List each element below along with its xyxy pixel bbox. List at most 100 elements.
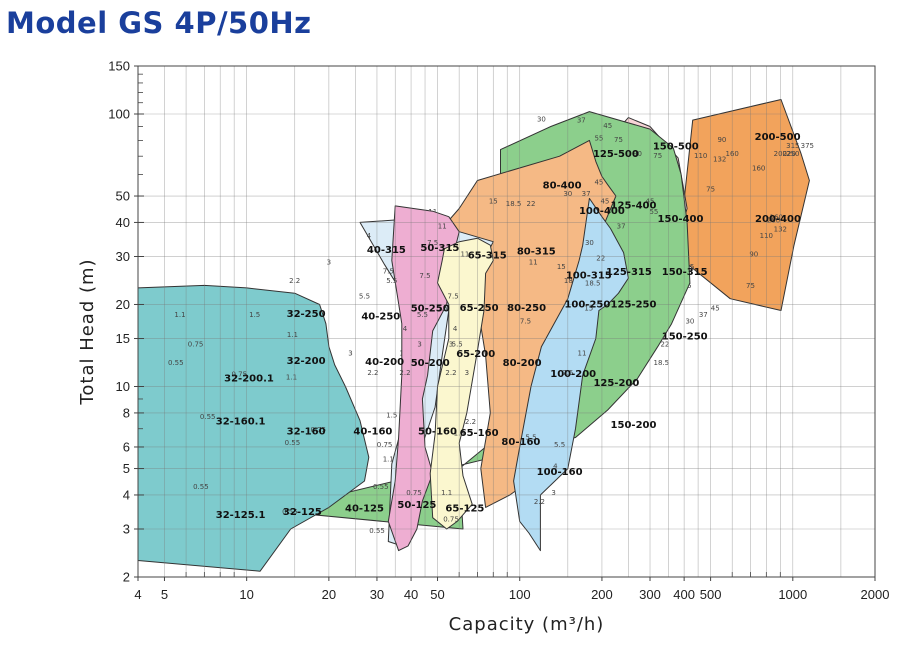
y-tick-label: 150	[108, 59, 130, 74]
model-label-50-315: 50-315	[420, 243, 459, 254]
power-label: 110	[694, 152, 707, 160]
y-tick-label: 6	[123, 439, 130, 454]
y-tick-label: 30	[116, 249, 130, 264]
power-label: 37	[699, 311, 708, 319]
power-label: 18.5	[585, 279, 601, 287]
power-label: 11	[578, 350, 587, 358]
power-label: 3	[348, 350, 352, 358]
model-label-80-200: 80-200	[503, 358, 542, 369]
power-label: 0.75	[311, 426, 327, 434]
power-label: 1.5	[249, 311, 260, 319]
x-tick-label: 500	[700, 587, 722, 602]
power-label: 7.5	[448, 293, 459, 301]
x-tick-label: 1000	[778, 587, 807, 602]
power-label: 7.5	[383, 267, 394, 275]
y-tick-label: 5	[123, 461, 130, 476]
power-label: 30	[537, 115, 546, 123]
model-label-100-200: 100-200	[550, 369, 596, 380]
power-label: 45	[603, 122, 612, 130]
model-label-32-160.1: 32-160.1	[216, 417, 266, 428]
power-label: 75	[653, 152, 662, 160]
y-tick-label: 100	[108, 106, 130, 121]
model-label-125-315: 125-315	[606, 267, 652, 278]
power-label: 160	[752, 165, 765, 173]
model-label-125-200: 125-200	[593, 378, 639, 389]
power-label: 5.5	[437, 305, 448, 313]
power-label: 22	[527, 200, 536, 208]
model-label-50-250: 50-250	[411, 304, 450, 315]
power-label: 2.2	[399, 369, 410, 377]
power-label: 3	[551, 489, 555, 497]
power-label: 0.55	[285, 439, 301, 447]
model-label-32-200.1: 32-200.1	[224, 373, 274, 384]
model-label-40-125: 40-125	[345, 503, 384, 514]
power-label: 5.5	[525, 433, 536, 441]
power-label: 0.55	[373, 483, 389, 491]
model-label-65-315: 65-315	[468, 251, 507, 262]
y-tick-label: 20	[116, 297, 130, 312]
model-label-125-400: 125-400	[611, 201, 657, 212]
model-label-50-125: 50-125	[397, 500, 436, 511]
model-label-32-200: 32-200	[287, 356, 326, 367]
power-label: 2.2	[465, 418, 476, 426]
power-label: 45	[600, 197, 609, 205]
model-label-50-160: 50-160	[418, 426, 457, 437]
x-axis-title: Capacity (m³/h)	[449, 614, 605, 635]
region-sky-8	[513, 197, 629, 552]
power-label: 55	[649, 208, 658, 216]
plot-frame	[137, 65, 876, 578]
model-label-125-250: 125-250	[611, 299, 657, 310]
x-tick-label: 400	[673, 587, 695, 602]
power-label: 4	[403, 325, 408, 333]
power-label: 3	[449, 341, 453, 349]
power-label: 1.1	[174, 311, 185, 319]
power-label: 18.5	[506, 200, 522, 208]
model-label-65-125: 65-125	[445, 503, 484, 514]
power-label: 0.75	[443, 515, 459, 523]
power-label: 30	[685, 318, 694, 326]
power-label: 0.75	[188, 341, 204, 349]
model-label-65-200: 65-200	[456, 349, 495, 360]
x-tick-label: 2000	[861, 587, 890, 602]
power-label: 2.2	[367, 369, 378, 377]
model-label-80-160: 80-160	[501, 437, 540, 448]
model-labels: 32-125.1 32-160.1 32-200.1 32-125 32-160 32-2…	[216, 132, 801, 521]
y-axis-title: Total Head (m)	[77, 258, 98, 405]
power-label: 11	[460, 251, 469, 259]
power-label: 2.2	[534, 498, 545, 506]
y-tick-label: 3	[123, 522, 130, 537]
power-label: 18.5	[654, 359, 670, 367]
power-label: 11	[529, 259, 538, 267]
power-label: 0.55	[193, 483, 209, 491]
power-label: 1.1	[287, 331, 298, 339]
power-label: 160	[770, 214, 783, 222]
power-label: 55	[594, 134, 603, 142]
x-tick-label: 30	[370, 587, 384, 602]
model-label-65-160: 65-160	[460, 428, 499, 439]
power-label: 15	[557, 263, 566, 271]
model-label-100-250: 100-250	[564, 299, 610, 310]
chart-title: Model GS 4P/50Hz	[6, 6, 312, 40]
power-label: 90	[749, 251, 758, 259]
model-regions: 315 3752002202501602001601321109075453730…	[137, 99, 814, 572]
power-label: 4	[367, 232, 372, 240]
power-label: 15	[584, 305, 593, 313]
power-label: 132	[713, 155, 726, 163]
model-label-40-250: 40-250	[361, 312, 400, 323]
y-tick-label: 8	[123, 405, 130, 420]
power-label: 90	[633, 150, 642, 158]
power-label: 45	[594, 179, 603, 187]
model-label-100-315: 100-315	[566, 270, 612, 281]
power-label: 200	[767, 216, 780, 224]
power-label: 0.75	[406, 489, 422, 497]
model-label-150-400: 150-400	[658, 214, 704, 225]
power-label: 30	[585, 239, 594, 247]
power-label: 37	[582, 190, 591, 198]
power-label: 22	[660, 341, 669, 349]
power-label: 18.5	[564, 277, 580, 285]
model-label-100-160: 100-160	[537, 467, 583, 478]
power-label: 2.2	[445, 369, 456, 377]
power-label: 375	[801, 142, 814, 150]
